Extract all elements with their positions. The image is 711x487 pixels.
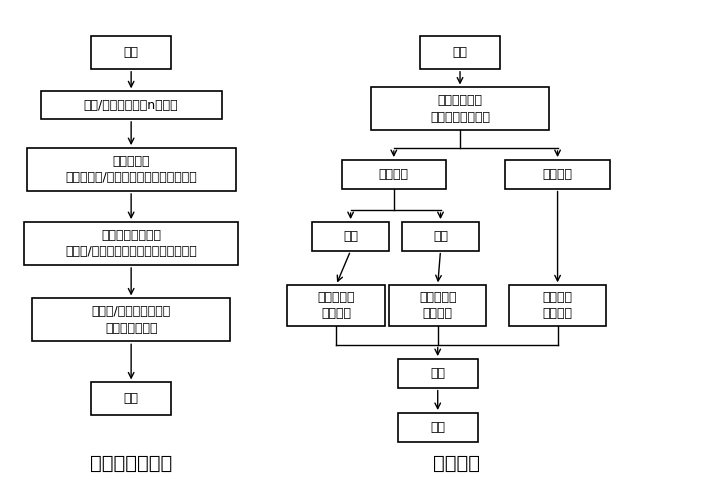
Text: 记录正/反行程拟合函数
和综合拟合函数: 记录正/反行程拟合函数 和综合拟合函数 [92, 305, 171, 335]
Text: 结束: 结束 [124, 392, 139, 405]
Text: 卸载: 卸载 [433, 230, 448, 243]
FancyBboxPatch shape [287, 285, 385, 326]
FancyBboxPatch shape [397, 359, 478, 388]
Text: 结束: 结束 [430, 421, 445, 434]
FancyBboxPatch shape [26, 148, 235, 191]
FancyBboxPatch shape [41, 91, 222, 119]
FancyBboxPatch shape [91, 37, 171, 69]
Text: 带入正行程
拟合函数: 带入正行程 拟合函数 [317, 291, 355, 320]
Text: 带入综合
拟合函数: 带入综合 拟合函数 [542, 291, 572, 320]
Text: 单次测量: 单次测量 [542, 168, 572, 181]
FancyBboxPatch shape [402, 222, 479, 251]
FancyBboxPatch shape [32, 299, 230, 341]
FancyBboxPatch shape [509, 285, 606, 326]
FancyBboxPatch shape [24, 222, 238, 265]
Text: 求算术平均
获得平均正/反行程曲线和综合行程曲线: 求算术平均 获得平均正/反行程曲线和综合行程曲线 [65, 155, 197, 184]
Text: 测量阶段: 测量阶段 [433, 453, 480, 472]
Text: 连续测量: 连续测量 [379, 168, 409, 181]
FancyBboxPatch shape [397, 413, 478, 442]
FancyBboxPatch shape [506, 160, 610, 188]
Text: 最小二乘线性拟合
获取正/反行程拟合直线和综合拟合直线: 最小二乘线性拟合 获取正/反行程拟合直线和综合拟合直线 [65, 229, 197, 258]
Text: 加载: 加载 [343, 230, 358, 243]
FancyBboxPatch shape [341, 160, 446, 188]
Text: 带入反行程
拟合函数: 带入反行程 拟合函数 [419, 291, 456, 320]
Text: 加权滑动平均
获取当前电容数据: 加权滑动平均 获取当前电容数据 [430, 94, 490, 124]
Text: 开始: 开始 [124, 46, 139, 59]
FancyBboxPatch shape [312, 222, 389, 251]
FancyBboxPatch shape [420, 37, 500, 69]
FancyBboxPatch shape [389, 285, 486, 326]
Text: 开始: 开始 [452, 46, 468, 59]
Text: 标定及建模阶段: 标定及建模阶段 [90, 453, 172, 472]
Text: 解算: 解算 [430, 367, 445, 380]
Text: 加载/卸载分别进行n次标定: 加载/卸载分别进行n次标定 [84, 98, 178, 112]
FancyBboxPatch shape [371, 88, 549, 131]
FancyBboxPatch shape [91, 382, 171, 415]
